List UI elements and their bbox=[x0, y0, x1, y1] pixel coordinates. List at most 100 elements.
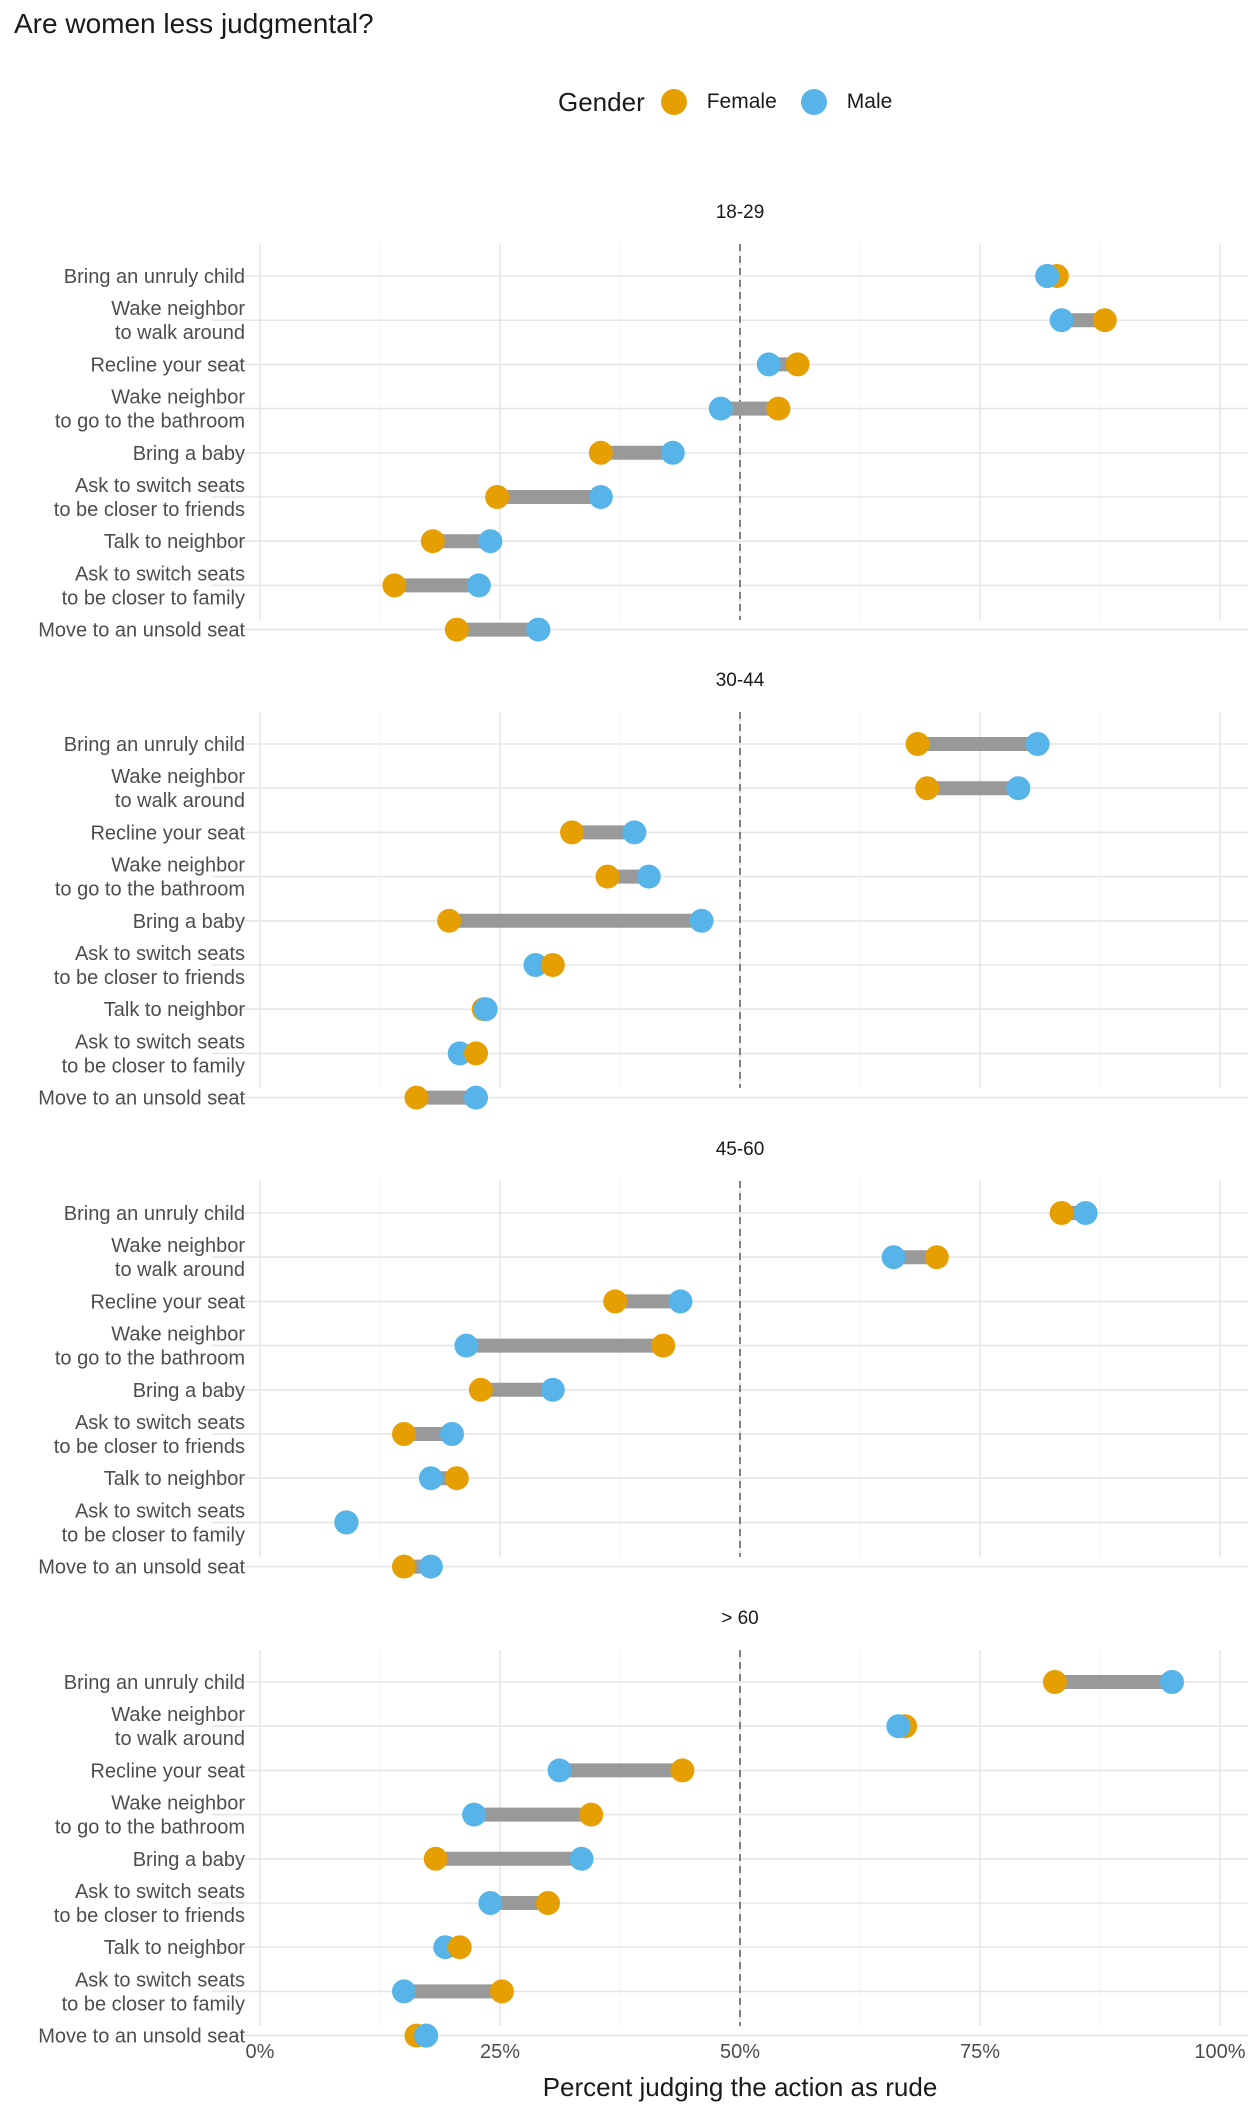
y-tick-label: Move to an unsold seat bbox=[38, 2026, 245, 2048]
chart-title: Are women less judgmental? bbox=[14, 8, 374, 39]
y-tick-label: Move to an unsold seat bbox=[38, 620, 245, 642]
male-point bbox=[418, 1466, 443, 1491]
y-tick-label: Recline your seat bbox=[90, 1291, 245, 1313]
legend-female-swatch bbox=[660, 89, 687, 115]
legend-female-label: Female bbox=[706, 90, 777, 113]
y-tick-label: Ask to switch seats to be closer to frien… bbox=[54, 1412, 245, 1458]
female-point bbox=[905, 732, 930, 756]
male-point bbox=[1073, 1201, 1098, 1225]
y-tick-label: Wake neighbor to go to the bathroom bbox=[55, 387, 245, 433]
y-tick-label: Ask to switch seats to be closer to famil… bbox=[62, 1969, 245, 2015]
female-point bbox=[420, 529, 445, 554]
legend-item-male: Male bbox=[800, 89, 893, 115]
female-point bbox=[766, 396, 791, 421]
female-point bbox=[785, 352, 810, 377]
male-point bbox=[622, 820, 647, 845]
male-point bbox=[660, 440, 685, 465]
x-tick-label: 0% bbox=[246, 2041, 275, 2063]
male-point-overlay bbox=[886, 1714, 911, 1739]
male-point bbox=[540, 1377, 565, 1402]
y-tick-label: Bring a baby bbox=[133, 1849, 245, 1871]
y-tick-label: Bring a baby bbox=[133, 911, 245, 933]
male-point bbox=[569, 1846, 594, 1871]
female-point bbox=[485, 485, 510, 509]
male-point bbox=[756, 352, 781, 377]
female-point bbox=[1092, 308, 1117, 333]
y-tick-label: Bring an unruly child bbox=[64, 1203, 245, 1225]
y-tick-label: Wake neighbor to walk around bbox=[111, 298, 245, 344]
x-tick-label: 25% bbox=[480, 2041, 520, 2063]
y-tick-label: Recline your seat bbox=[90, 1760, 245, 1782]
x-axis-title: Percent judging the action as rude bbox=[543, 2072, 938, 2102]
y-tick-label: Bring an unruly child bbox=[64, 734, 245, 756]
y-tick-label: Ask to switch seats to be closer to frien… bbox=[54, 943, 245, 989]
female-point bbox=[603, 1289, 628, 1314]
male-point bbox=[478, 529, 503, 554]
female-point bbox=[468, 1377, 493, 1402]
female-point bbox=[444, 1466, 469, 1491]
male-point bbox=[547, 1758, 572, 1783]
legend-male-swatch bbox=[800, 89, 827, 115]
female-point bbox=[924, 1245, 949, 1270]
male-point bbox=[689, 908, 714, 933]
y-tick-label: Bring a baby bbox=[133, 443, 245, 465]
male-point bbox=[1160, 1670, 1184, 1694]
female-point bbox=[447, 1935, 472, 1960]
male-point-overlay bbox=[473, 997, 498, 1022]
female-point bbox=[670, 1758, 695, 1783]
y-tick-label: Ask to switch seats to be closer to famil… bbox=[62, 1500, 245, 1546]
male-point bbox=[464, 1085, 488, 1110]
x-tick-label: 100% bbox=[1194, 2041, 1245, 2063]
male-point bbox=[1025, 732, 1050, 756]
y-tick-label: Move to an unsold seat bbox=[38, 1088, 245, 1110]
y-tick-label: Ask to switch seats to be closer to famil… bbox=[62, 1031, 245, 1077]
male-point bbox=[588, 485, 613, 509]
male-point bbox=[462, 1802, 487, 1827]
male-point bbox=[708, 396, 733, 421]
male-point bbox=[526, 617, 551, 642]
y-tick-label: Talk to neighbor bbox=[104, 531, 246, 553]
y-tick-label: Talk to neighbor bbox=[104, 999, 246, 1021]
y-tick-label: Wake neighbor to go to the bathroom bbox=[55, 855, 245, 901]
panel-strip-label: > 60 bbox=[721, 1608, 759, 1629]
male-point-overlay bbox=[334, 1510, 359, 1535]
female-point bbox=[423, 1846, 448, 1871]
y-tick-label: Ask to switch seats to be closer to frien… bbox=[54, 475, 245, 521]
y-tick-label: Recline your seat bbox=[90, 354, 245, 376]
legend-title: Gender bbox=[558, 86, 645, 117]
y-tick-label: Bring a baby bbox=[133, 1380, 245, 1402]
y-tick-label: Wake neighbor to walk around bbox=[111, 1704, 245, 1750]
y-tick-label: Move to an unsold seat bbox=[38, 1557, 245, 1579]
legend: Gender Female Male bbox=[558, 84, 916, 120]
x-tick-label: 75% bbox=[960, 2041, 1000, 2063]
female-point bbox=[536, 1891, 560, 1915]
male-point bbox=[478, 1891, 503, 1915]
legend-male-label: Male bbox=[846, 90, 893, 113]
y-tick-label: Wake neighbor to walk around bbox=[111, 1235, 245, 1281]
male-point-overlay bbox=[414, 2023, 439, 2048]
y-tick-label: Talk to neighbor bbox=[104, 1468, 246, 1490]
female-point bbox=[392, 1554, 416, 1579]
male-point bbox=[440, 1422, 464, 1446]
female-point bbox=[1049, 1201, 1074, 1225]
male-point bbox=[881, 1245, 906, 1270]
y-tick-label: Wake neighbor to walk around bbox=[111, 766, 245, 812]
female-point bbox=[392, 1422, 416, 1446]
panel-strip-label: 18-29 bbox=[716, 202, 765, 223]
female-point bbox=[915, 776, 940, 801]
male-point-overlay bbox=[1035, 264, 1060, 288]
y-tick-label: Bring an unruly child bbox=[64, 266, 245, 288]
male-point bbox=[418, 1554, 443, 1579]
male-point bbox=[454, 1333, 479, 1358]
panel-strip-label: 30-44 bbox=[716, 670, 765, 691]
female-point bbox=[382, 573, 407, 598]
female-point bbox=[404, 1085, 429, 1110]
male-point bbox=[523, 953, 548, 977]
y-tick-label: Ask to switch seats to be closer to frien… bbox=[54, 1881, 245, 1927]
female-point bbox=[489, 1979, 514, 2004]
female-point bbox=[1042, 1670, 1067, 1694]
female-point bbox=[595, 864, 620, 889]
female-point bbox=[560, 820, 584, 845]
y-tick-label: Ask to switch seats to be closer to famil… bbox=[62, 563, 245, 609]
